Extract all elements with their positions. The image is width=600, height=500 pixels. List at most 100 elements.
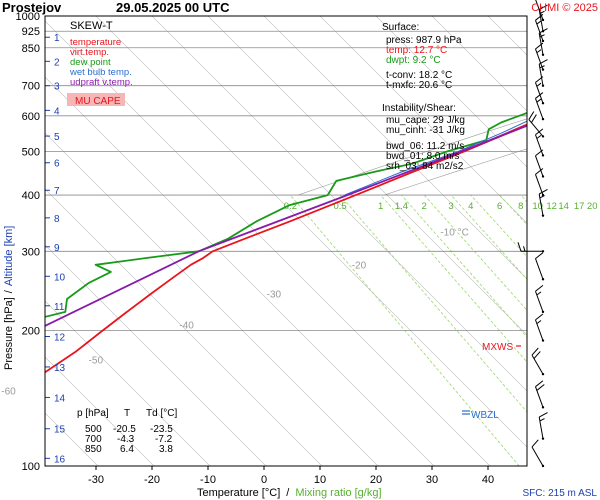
series-udpraft-v-temp (45, 124, 527, 327)
wind-barb-half-feather (523, 246, 526, 252)
wind-barb-base (541, 406, 545, 409)
plot-background (45, 16, 527, 466)
level-table: p [hPa] T Td [°C] 500 -20.5 -23.5 700 -4… (77, 408, 177, 455)
level-table-row-700-td: -7.2 (155, 434, 173, 445)
altitude-tick-label: 8 (54, 214, 60, 225)
profile-series (45, 111, 527, 374)
mixing-ratio-line (564, 195, 600, 466)
wind-barb-half-feather (539, 418, 545, 422)
isotherm-line (95, 16, 527, 448)
altitude-tick-label: 2 (54, 57, 60, 68)
surface-elevation: SFC: 215 m ASL (523, 488, 598, 499)
mixing-ratio-label: 0.5 (333, 201, 346, 212)
wind-barb-staff (535, 155, 544, 177)
wind-barb-feather (535, 76, 544, 83)
instability-bwd01: bwd_01: 8.0 m/s (386, 151, 459, 162)
wind-barb (535, 14, 545, 43)
legend-updraft: udpraft v.temp. (70, 77, 133, 88)
mixing-ratio-label: 2 (422, 201, 427, 212)
altitude-tick-label: 14 (54, 393, 66, 404)
pressure-tick-label: 400 (22, 190, 40, 202)
mixing-ratio-labels: 0.20.511.423468101214172025 (284, 201, 598, 212)
series-wet-bulb-temp (344, 120, 527, 196)
wind-barb-feather (535, 252, 544, 259)
mixing-ratio-label: 12 (546, 201, 557, 212)
wind-barb-feather (535, 128, 544, 136)
surface-dwpt: dwpt: 9.2 °C (386, 55, 441, 66)
mixing-ratio-line (470, 194, 527, 258)
svg-text:Pressure [hPa]/Altitude [km]: Pressure [hPa] / Altitude [km] (3, 226, 15, 370)
pressure-tick-label: 300 (22, 246, 40, 258)
wind-barb-staff (535, 386, 544, 408)
wind-barb-staff (535, 174, 544, 196)
altitude-tick-label: 9 (54, 243, 60, 254)
level-table-row-850-t: 6.4 (120, 444, 134, 455)
altitude-tick-label: 10 (54, 272, 66, 283)
instability-mucinh: mu_cinh: -31 J/kg (386, 125, 465, 136)
wind-barb-feather (538, 189, 548, 195)
isotherm-line (45, 132, 379, 466)
wind-barb-feather (517, 242, 522, 252)
pressure-tick-label: 925 (22, 26, 40, 38)
level-table-row-700-t: -4.3 (117, 434, 135, 445)
instability-mucape: mu_cape: 29 J/kg (386, 115, 465, 126)
isotherm-line (45, 300, 211, 466)
altitude-tick-label: 1 (54, 33, 60, 44)
wind-barb-feather (538, 28, 548, 34)
isotherm-line (319, 16, 527, 224)
level-table-header-td: Td [°C] (146, 408, 177, 419)
wind-barb (538, 189, 548, 217)
mixing-ratio-label: 4 (468, 201, 473, 212)
wind-barb-half-feather (539, 195, 545, 199)
mixing-ratio-label: 1.4 (395, 201, 408, 212)
mu-cape-label: MU CAPE (75, 96, 121, 107)
wind-barb-base (541, 437, 545, 440)
wind-barb-feather (535, 149, 544, 157)
mixing-ratio-line (579, 195, 600, 466)
wind-barb-feather (531, 439, 539, 448)
mixing-ratio-line (423, 194, 527, 311)
x-axis-title-separator: / (286, 487, 290, 499)
plot-frame (44, 15, 528, 467)
pressure-tick-label: 200 (22, 326, 40, 338)
isotherm-line (207, 16, 527, 336)
pressure-tick-label: 1000 (16, 11, 40, 23)
wind-barb-base (541, 117, 545, 121)
mixing-ratio-label: 14 (558, 201, 569, 212)
wind-barb (535, 42, 545, 71)
series-temperature (45, 123, 527, 374)
surface-temp: temp: 12.7 °C (386, 45, 447, 56)
wind-barb-feather (535, 92, 544, 99)
mixing-ratio-label: 1 (378, 201, 383, 212)
altitude-tick-label: 5 (54, 132, 60, 143)
mixing-ratio-label: 8 (518, 201, 523, 212)
wind-barb (535, 284, 545, 314)
wind-barb-feather (531, 114, 537, 123)
wind-barb (538, 28, 548, 56)
x-tick-label: 10 (314, 474, 326, 486)
wind-barb-half-feather (539, 10, 545, 14)
level-table-row-500-p: 500 (85, 424, 102, 435)
wind-barb-feather (533, 351, 541, 359)
legend: SKEW-T temperature virt.temp. dew point … (67, 20, 133, 107)
wind-barb-half-feather (536, 134, 542, 139)
instability-info: Instability/Shear: mu_cape: 29 J/kg mu_c… (382, 103, 465, 172)
y-axis-title: Pressure [hPa] / Altitude [km] (3, 226, 15, 370)
wind-barb-half-feather (536, 20, 542, 25)
wind-barb-base (541, 339, 545, 342)
wind-barb (535, 92, 545, 121)
wind-barb-feather (535, 284, 544, 292)
x-tick-label: 20 (370, 474, 382, 486)
level-table-header-p: p [hPa] (77, 408, 109, 419)
surface-press: press: 987.9 hPa (386, 35, 462, 46)
isobar-lines (45, 16, 527, 466)
wind-barb (528, 111, 545, 138)
y-axis-title-pressure: Pressure [hPa] (3, 297, 15, 370)
wind-barb-feather (535, 14, 544, 21)
mixing-ratio-label: 3 (448, 201, 453, 212)
altitude-tick-label: 15 (54, 425, 66, 436)
legend-wet-bulb: wet bulb temp. (69, 67, 132, 78)
surface-title: Surface: (382, 22, 419, 33)
